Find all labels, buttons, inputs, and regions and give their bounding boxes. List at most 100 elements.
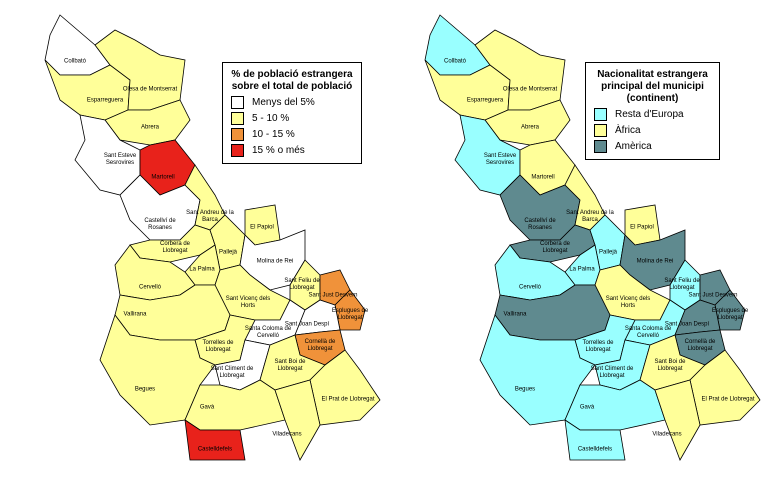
municipality-label: Sant Climent de Llobregat (210, 366, 254, 379)
municipality-label: El Prat de Llobregat (321, 396, 375, 403)
municipality-label: Abrera (140, 124, 159, 131)
municipality (94, 29, 186, 111)
municipality-label: Sant Andreu de la Barca (566, 210, 614, 223)
legend-swatch (231, 144, 244, 157)
municipality-label: Gavà (579, 404, 595, 411)
municipality (654, 379, 701, 461)
legend-label: Àfrica (615, 125, 641, 136)
legend-swatch (594, 140, 607, 153)
municipality-label: Martorell (151, 174, 175, 181)
municipality-label: Esplugues de Llobregat (331, 308, 369, 321)
legend-item: 15 % o més (231, 144, 353, 157)
municipality-label: Viladecans (272, 431, 302, 438)
legend: % de població estrangera sobre el total d… (222, 62, 362, 164)
municipality-label: Cervelló (138, 284, 161, 291)
legend-label: 10 - 15 % (252, 129, 295, 140)
municipality-label: Viladecans (652, 431, 682, 438)
municipality-label: Abrera (520, 124, 539, 131)
legend-item: Amèrica (594, 140, 711, 153)
municipality-label: Cervelló (518, 284, 541, 291)
municipality-label: Pallejà (218, 249, 237, 256)
legend-title: % de població estrangera sobre el total d… (231, 69, 353, 93)
legend-swatch (594, 124, 607, 137)
municipality-label: Sant Feliu de Llobregat (284, 278, 320, 291)
legend-swatch (231, 96, 244, 109)
municipality-label: Esparreguera (466, 97, 504, 104)
municipality-label: Cornellà de Llobregat (304, 339, 336, 352)
municipality-label: El Papiol (630, 224, 654, 231)
legend-swatch (231, 112, 244, 125)
municipality-label: La Palma (569, 266, 595, 273)
municipality-label: Castellví de Rosanes (524, 218, 556, 231)
municipality-label: Sant Joan Despí (284, 321, 330, 328)
municipality-label: Olesa de Montserrat (502, 86, 558, 93)
municipality-label: Sant Joan Despí (664, 321, 710, 328)
legend-title-line: (continent) (626, 93, 679, 104)
municipality-label: Torrelles de Llobregat (202, 340, 234, 353)
legend-item: Àfrica (594, 124, 711, 137)
municipality-label: Corbera de Llobregat (159, 241, 191, 254)
municipality-label: Martorell (531, 174, 555, 181)
municipality-label: Collbató (63, 58, 86, 65)
legend-item: 10 - 15 % (231, 128, 353, 141)
legend-label: 15 % o més (252, 145, 305, 156)
legend-title-line: principal del municipi (601, 81, 704, 92)
municipality-label: Sant Just Desvern (688, 292, 738, 299)
municipality-label: Vallirana (123, 311, 147, 318)
municipality-label: Sant Climent de Llobregat (590, 366, 634, 379)
municipality-label: Sant Boi de Llobregat (274, 359, 306, 372)
municipality-label: Sant Esteve Sesrovires (483, 153, 517, 166)
municipality-label: El Prat de Llobregat (701, 396, 755, 403)
municipality (564, 419, 626, 461)
municipality-label: Molina de Rei (636, 258, 674, 265)
municipality-label: Sant Just Desvern (308, 292, 358, 299)
municipality (479, 314, 596, 426)
municipality-label: Pallejà (598, 249, 617, 256)
municipality-label: Castellví de Rosanes (144, 218, 176, 231)
municipality-label: Santa Coloma de Cervelló (624, 326, 672, 339)
legend-label: Amèrica (615, 141, 652, 152)
municipality-label: Sant Vicenç dels Horts (605, 296, 651, 309)
municipality (184, 419, 246, 461)
legend-title-line: sobre el total de població (231, 81, 353, 92)
municipality-label: Sant Esteve Sesrovires (103, 153, 137, 166)
legend-item: 5 - 10 % (231, 112, 353, 125)
municipality (474, 29, 566, 111)
legend-swatch (231, 128, 244, 141)
municipality-label: Corbera de Llobregat (539, 241, 571, 254)
legend: Nacionalitat estrangera principal del mun… (585, 62, 720, 160)
municipality-label: Castelldefels (577, 446, 613, 453)
municipality-label: Sant Vicenç dels Horts (225, 296, 271, 309)
municipality-label: Sant Feliu de Llobregat (664, 278, 700, 291)
municipality-label: El Papiol (250, 224, 274, 231)
legend-swatch (594, 108, 607, 121)
legend-label: Resta d'Europa (615, 109, 684, 120)
legend-label: Menys del 5% (252, 97, 315, 108)
municipality-label: Castelldefels (197, 446, 233, 453)
legend-title-line: Nacionalitat estrangera (597, 69, 708, 80)
municipality-label: Begues (134, 386, 156, 393)
municipality-label: Torrelles de Llobregat (582, 340, 614, 353)
municipality-label: Sant Andreu de la Barca (186, 210, 234, 223)
legend-item: Resta d'Europa (594, 108, 711, 121)
municipality-label: Molina de Rei (256, 258, 294, 265)
municipality-label: Cornellà de Llobregat (684, 339, 716, 352)
legend-title-line: % de població estrangera (231, 69, 353, 80)
legend-label: 5 - 10 % (252, 113, 290, 124)
legend-title: Nacionalitat estrangera principal del mun… (594, 69, 711, 105)
municipality-label: Vallirana (503, 311, 527, 318)
municipality-label: Collbató (443, 58, 466, 65)
municipality-label: Santa Coloma de Cervelló (244, 326, 292, 339)
legend-item: Menys del 5% (231, 96, 353, 109)
municipality-label: La Palma (189, 266, 215, 273)
municipality-label: Begues (514, 386, 536, 393)
municipality-label: Olesa de Montserrat (122, 86, 178, 93)
municipality-label: Gavà (199, 404, 215, 411)
municipality (274, 379, 321, 461)
municipality-label: Esparreguera (86, 97, 124, 104)
municipality-label: Esplugues de Llobregat (711, 308, 749, 321)
municipality (99, 314, 216, 426)
municipality-label: Sant Boi de Llobregat (654, 359, 686, 372)
